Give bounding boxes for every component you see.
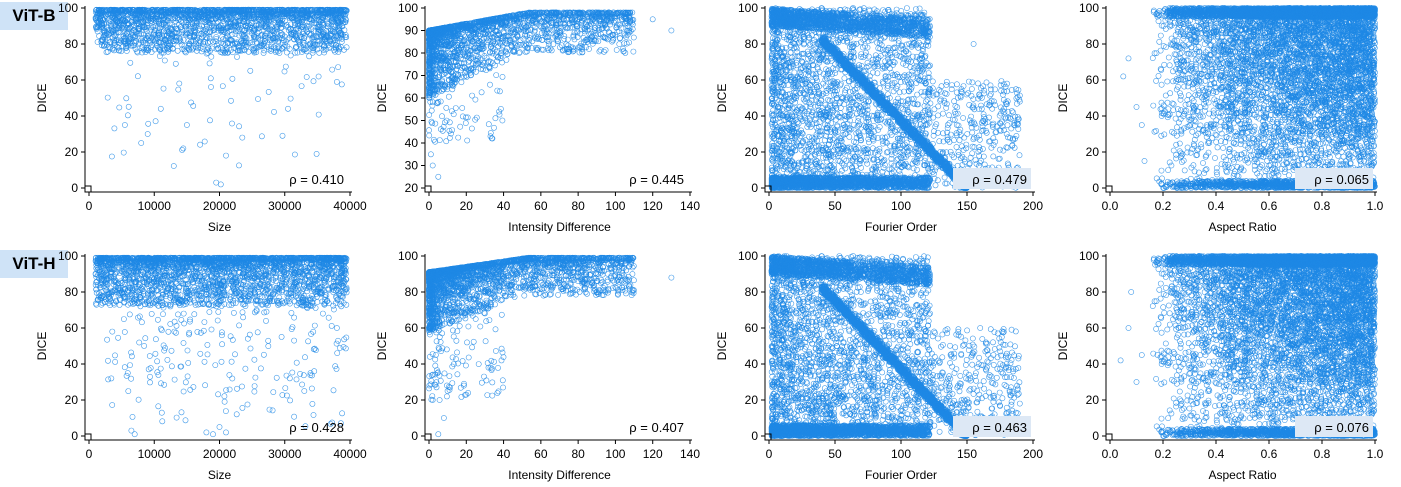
scatter-points xyxy=(93,7,349,187)
chart-panel-1: 0 10000 20000 30000 40000020406080100SizeDIC… xyxy=(35,1,367,234)
